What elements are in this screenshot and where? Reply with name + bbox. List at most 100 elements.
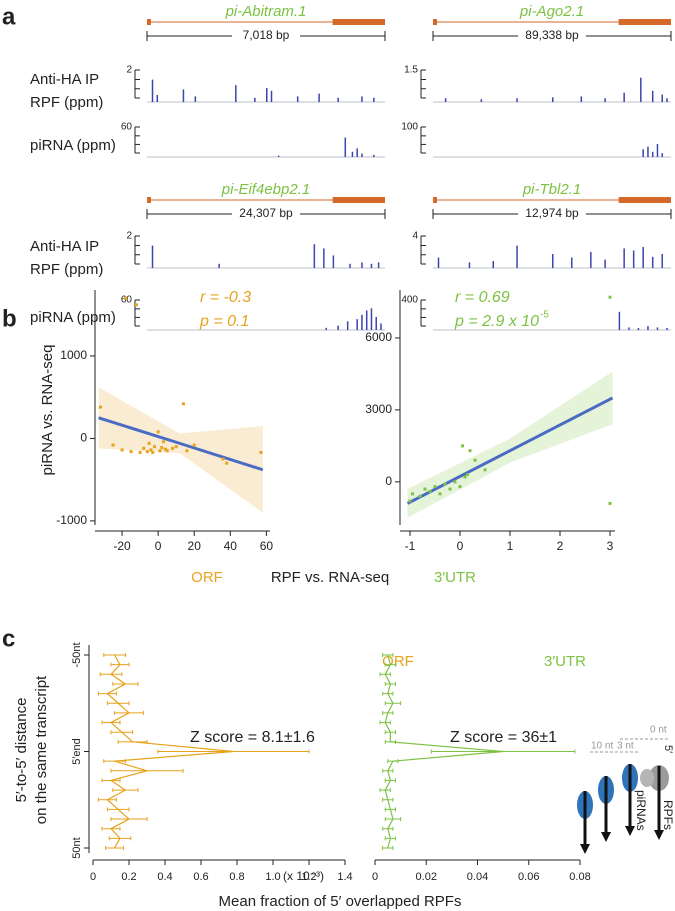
point: [145, 450, 149, 454]
annotation: p = 0.1: [199, 313, 249, 330]
x-tick-label: 0.4: [157, 871, 172, 883]
track-peak: [661, 254, 663, 268]
x-tick-label: 0.2: [121, 871, 136, 883]
point: [129, 450, 133, 454]
x-tick-label: 1.0: [265, 871, 280, 883]
confidence-band: [407, 371, 613, 518]
gene-exon: [332, 19, 385, 25]
track-peak: [666, 328, 668, 330]
track-peak: [468, 262, 471, 268]
track-peak: [151, 79, 154, 102]
track-peak: [270, 90, 273, 102]
track-peak: [661, 94, 663, 102]
gene-exon: [147, 197, 151, 203]
x-tick-label: 0.02: [416, 871, 437, 883]
point: [443, 482, 447, 486]
arrow-heads: [580, 826, 664, 854]
track-peak: [642, 247, 644, 268]
track-peak: [651, 256, 654, 268]
x-tick-label: 0.8: [229, 871, 244, 883]
point: [134, 303, 138, 307]
y-tick-label: 3000: [365, 402, 392, 416]
track-label: RPF (ppm): [30, 94, 103, 111]
track-peak: [666, 98, 668, 102]
point: [171, 446, 175, 450]
track-peak: [647, 146, 649, 157]
track-max: 60: [121, 122, 133, 133]
axis-unit: (x 10⁻³): [283, 869, 324, 883]
gene-exon: [147, 19, 151, 25]
x-tick-label: 20: [188, 539, 202, 553]
track-peak: [182, 89, 185, 102]
gene-exon: [618, 19, 671, 25]
track-peak: [375, 317, 377, 330]
track-peak: [380, 323, 382, 330]
point: [448, 487, 452, 491]
track-peak: [349, 263, 351, 268]
track-peak: [632, 250, 635, 268]
track-label: piRNA (ppm): [30, 309, 116, 326]
track-peak: [604, 259, 606, 268]
track-max: 2: [126, 65, 132, 76]
track-peak: [623, 248, 625, 268]
gene-exon: [433, 197, 437, 203]
point: [438, 492, 442, 496]
inset-label: 0 nt: [650, 725, 667, 736]
track-peak: [351, 151, 354, 157]
point: [259, 450, 263, 454]
inset-label: RPFs: [661, 800, 675, 830]
rpf-shape: [640, 769, 654, 787]
axis-label: RPF vs. RNA-seq: [271, 569, 389, 586]
point: [192, 443, 196, 447]
track-peak: [337, 325, 339, 330]
y-tick-label: 0: [385, 474, 392, 488]
inset-label: 5′: [662, 745, 674, 753]
point: [142, 446, 146, 450]
point: [185, 449, 189, 453]
track-peak: [313, 244, 316, 268]
point: [608, 295, 612, 299]
track-peak: [151, 245, 154, 268]
length-bg: [518, 28, 586, 44]
track-peak: [344, 137, 347, 157]
chart-title: ORF: [382, 653, 414, 670]
point: [124, 296, 128, 300]
x-tick-label: -1: [405, 539, 416, 553]
length-label: 89,338 bp: [525, 28, 579, 42]
annotation: p = 2.9 x 10: [454, 313, 539, 330]
track-peak: [516, 98, 518, 102]
track-peak: [254, 97, 256, 102]
point: [138, 450, 142, 454]
track-peak: [444, 98, 447, 102]
point: [423, 487, 427, 491]
length-label: 24,307 bp: [239, 206, 293, 220]
point: [453, 480, 457, 484]
arrows: [583, 764, 661, 846]
point: [181, 402, 185, 406]
track-peak: [623, 92, 625, 102]
point: [153, 445, 157, 449]
y-tick-label: 5′end: [71, 738, 83, 765]
panel-label: c: [2, 625, 15, 652]
x-tick-label: -20: [113, 539, 131, 553]
axis-label: Mean fraction of 5′ overlapped RPFs: [219, 893, 462, 910]
track-peak: [651, 90, 654, 102]
x-tick-label: 1.2: [301, 871, 316, 883]
track-peak: [618, 311, 621, 330]
point: [458, 485, 462, 489]
y-tick-label: -50nt: [71, 642, 83, 667]
length-bg: [232, 206, 300, 222]
y-tick-label: 1000: [60, 348, 87, 362]
confidence-band: [98, 387, 263, 513]
track-peak: [277, 155, 280, 157]
x-tick-label: 0.6: [193, 871, 208, 883]
track-peak: [642, 149, 644, 157]
gene-name: pi-Eif4ebp2.1: [221, 181, 310, 198]
x-tick-label: 0: [372, 871, 378, 883]
point: [466, 473, 469, 477]
track-peak: [356, 148, 358, 157]
track-peak: [332, 255, 335, 268]
track-peak: [370, 263, 373, 268]
point: [120, 448, 124, 452]
